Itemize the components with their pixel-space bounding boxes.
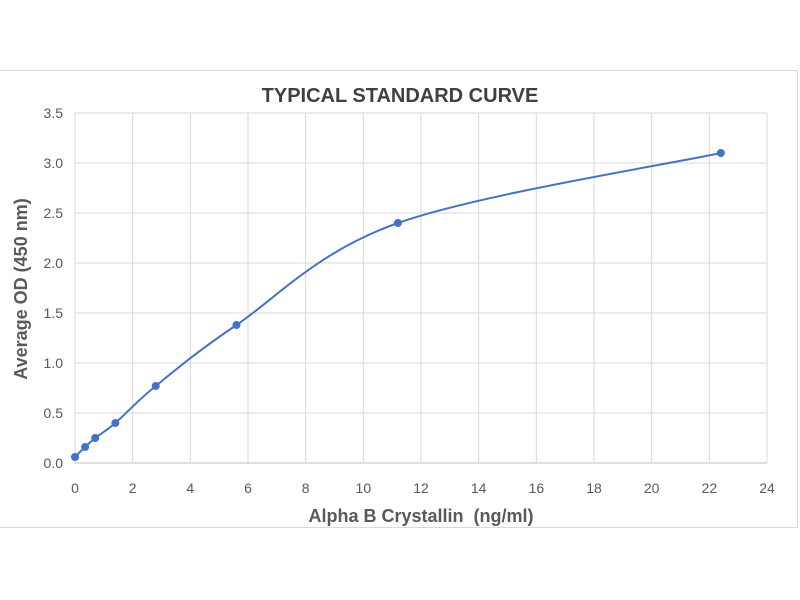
y-tick-label: 0.5 bbox=[44, 405, 64, 421]
x-tick-label: 2 bbox=[129, 480, 137, 496]
y-tick-label: 2.0 bbox=[44, 255, 64, 271]
x-tick-label: 4 bbox=[186, 480, 194, 496]
chart-title: TYPICAL STANDARD CURVE bbox=[262, 85, 539, 107]
y-tick-label: 2.5 bbox=[44, 205, 64, 221]
x-tick-label: 24 bbox=[759, 480, 775, 496]
x-tick-label: 18 bbox=[586, 480, 602, 496]
x-tick-label: 0 bbox=[71, 480, 79, 496]
data-point bbox=[71, 453, 79, 461]
y-tick-labels: 0.0 0.5 1.0 1.5 2.0 2.5 3.0 3.5 bbox=[44, 105, 64, 471]
chart-frame bbox=[0, 70, 798, 528]
y-tick-label: 0.0 bbox=[44, 455, 64, 471]
y-axis-title: Average OD (450 nm) bbox=[11, 198, 31, 379]
grid-layer bbox=[74, 112, 768, 464]
data-point bbox=[151, 382, 160, 390]
data-point bbox=[111, 419, 120, 427]
y-tick-label: 3.5 bbox=[44, 105, 64, 121]
data-point bbox=[393, 219, 402, 227]
data-point bbox=[232, 321, 241, 329]
x-tick-label: 10 bbox=[356, 480, 372, 496]
y-tick-label: 1.0 bbox=[44, 355, 64, 371]
y-tick-label: 1.5 bbox=[44, 305, 64, 321]
x-tick-label: 22 bbox=[702, 480, 718, 496]
data-point bbox=[716, 149, 725, 157]
x-tick-label: 8 bbox=[302, 480, 310, 496]
data-point bbox=[81, 443, 90, 451]
x-tick-label: 6 bbox=[244, 480, 252, 496]
x-tick-label: 20 bbox=[644, 480, 660, 496]
y-tick-label: 3.0 bbox=[44, 155, 64, 171]
x-tick-label: 14 bbox=[471, 480, 487, 496]
x-tick-label: 12 bbox=[413, 480, 429, 496]
data-points bbox=[71, 149, 725, 461]
x-tick-label: 16 bbox=[529, 480, 545, 496]
data-point bbox=[91, 434, 100, 442]
series-curve bbox=[74, 152, 722, 458]
x-axis-title: Alpha B Crystallin (ng/ml) bbox=[308, 506, 533, 526]
x-tick-labels: 0 2 4 6 8 10 12 14 16 18 20 22 24 bbox=[71, 480, 775, 496]
